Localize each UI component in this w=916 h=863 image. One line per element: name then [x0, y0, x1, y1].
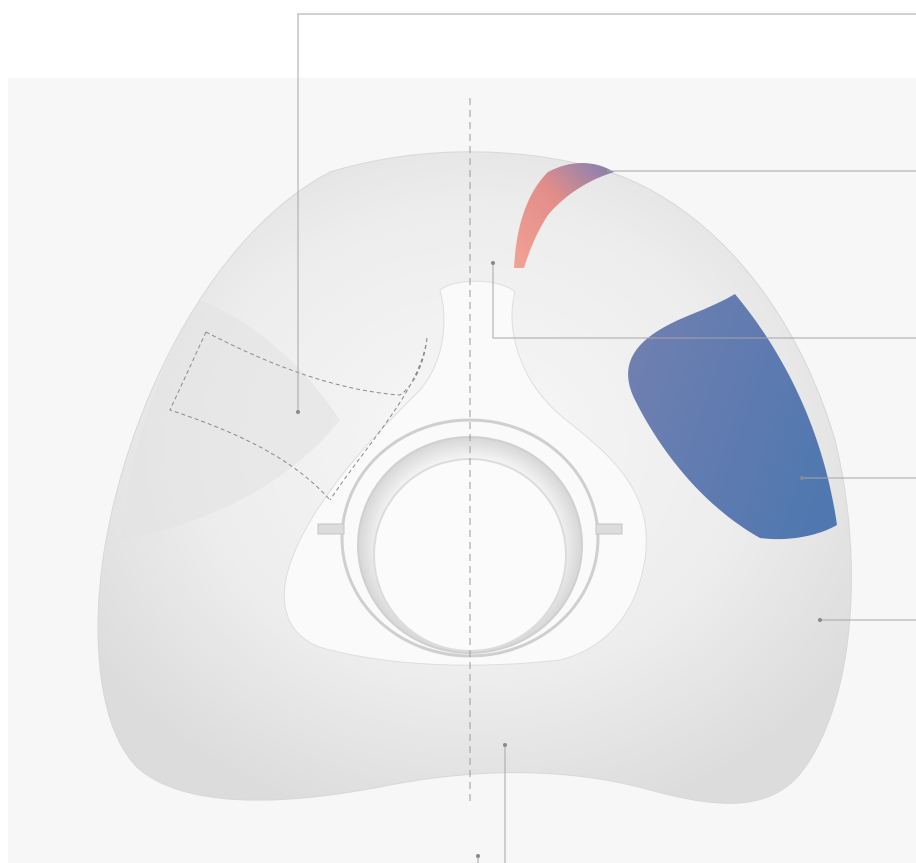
- callout-upper-left: [296, 13, 916, 414]
- callout-bottom-dot: [476, 854, 480, 863]
- cheek-highlight: [628, 294, 837, 540]
- callout-nasal-bridge: [491, 261, 916, 339]
- top-ridge-highlight: [514, 163, 614, 268]
- callout-lower-side: [818, 618, 916, 622]
- dashed-region-outline: [169, 331, 428, 501]
- callout-cheek: [800, 476, 916, 480]
- callout-chin: [503, 743, 507, 863]
- callout-top-ridge: [603, 169, 916, 173]
- cushion-left-shading: [120, 300, 340, 540]
